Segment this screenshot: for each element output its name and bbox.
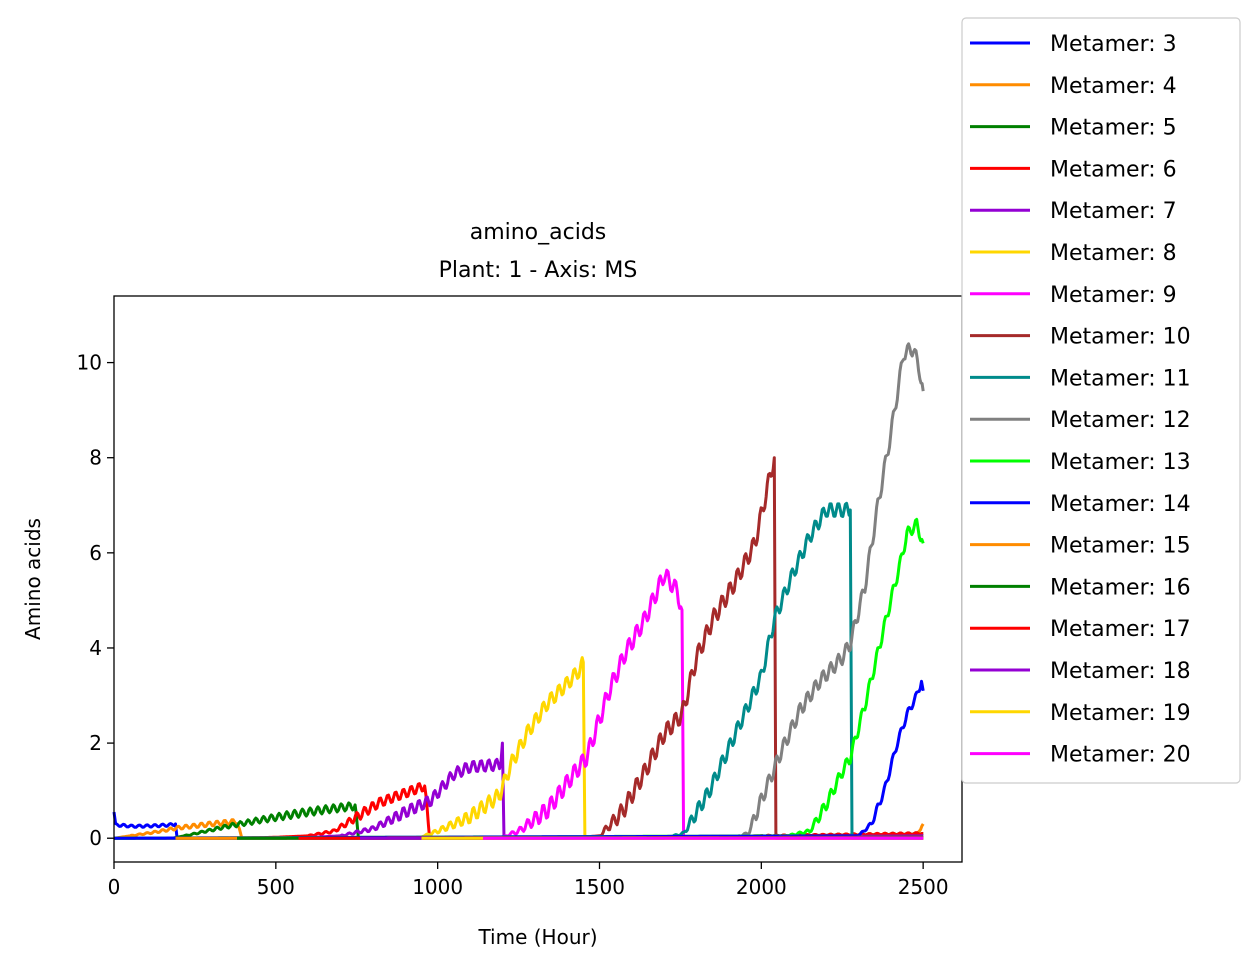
legend-label: Metamer: 17: [1050, 617, 1191, 642]
legend-label: Metamer: 5: [1050, 116, 1177, 141]
y-axis-label: Amino acids: [21, 518, 45, 640]
x-tick-label: 1500: [574, 875, 625, 899]
chart-subtitle: Plant: 1 - Axis: MS: [439, 258, 638, 283]
legend-label: Metamer: 4: [1050, 74, 1177, 99]
plot-area: [112, 342, 925, 840]
y-tick-label: 8: [89, 446, 102, 470]
x-tick-label: 1000: [412, 875, 463, 899]
legend-label: Metamer: 8: [1050, 241, 1177, 266]
legend-label: Metamer: 3: [1050, 32, 1177, 57]
x-axis-label: Time (Hour): [477, 925, 597, 949]
legend-label: Metamer: 13: [1050, 450, 1191, 475]
y-tick-label: 10: [77, 351, 102, 375]
legend-label: Metamer: 6: [1050, 157, 1177, 182]
legend-label: Metamer: 20: [1050, 743, 1191, 768]
y-tick-label: 4: [89, 636, 102, 660]
legend-label: Metamer: 19: [1050, 701, 1191, 726]
legend-label: Metamer: 12: [1050, 408, 1191, 433]
legend: Metamer: 3 Metamer: 4 Metamer: 5 Metamer: 6…: [961, 17, 1241, 784]
legend-box: [961, 17, 1241, 784]
y-tick-label: 2: [89, 731, 102, 755]
x-tick-label: 2000: [736, 875, 787, 899]
legend-label: Metamer: 18: [1050, 659, 1191, 684]
legend-label: Metamer: 14: [1050, 492, 1191, 517]
x-tick-label: 500: [257, 875, 295, 899]
chart-title: amino_acids: [470, 220, 607, 245]
legend-label: Metamer: 16: [1050, 575, 1191, 600]
y-tick-label: 6: [89, 541, 102, 565]
y-axis-ticks: 0 2 4 6 8 10: [77, 351, 114, 850]
legend-label: Metamer: 9: [1050, 283, 1177, 308]
legend-label: Metamer: 10: [1050, 325, 1191, 350]
x-tick-label: 0: [108, 875, 121, 899]
legend-label: Metamer: 7: [1050, 199, 1177, 224]
legend-label: Metamer: 15: [1050, 534, 1191, 559]
y-tick-label: 0: [89, 826, 102, 850]
legend-label: Metamer: 11: [1050, 366, 1191, 391]
x-tick-label: 2500: [898, 875, 949, 899]
x-axis-ticks: 0 500 1000 1500 2000 2500: [108, 862, 949, 899]
